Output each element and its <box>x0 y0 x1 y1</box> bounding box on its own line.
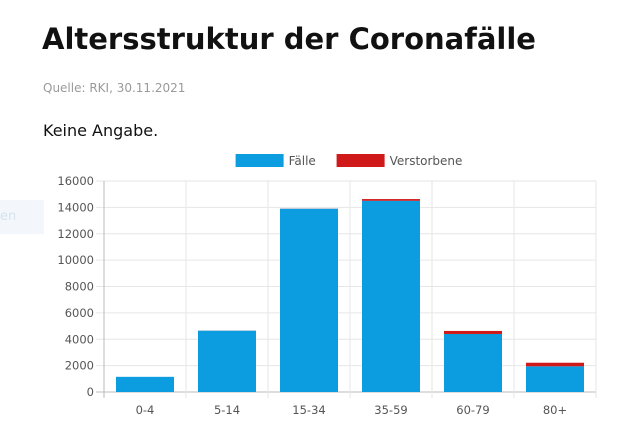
y-tick-label: 0 <box>87 385 94 399</box>
y-tick-label: 8000 <box>65 280 94 294</box>
y-tick-label: 14000 <box>57 200 94 214</box>
x-tick-label: 80+ <box>543 403 567 417</box>
grid-lines <box>96 180 597 398</box>
x-axis: 0-4 5-14 15-34 35-59 60-79 80+ <box>136 403 568 417</box>
side-tab[interactable]: en <box>0 200 44 234</box>
legend: Fälle Verstorbene <box>235 154 463 168</box>
legend-swatch <box>336 154 385 167</box>
legend-label: Verstorbene <box>390 154 463 168</box>
source-caption: Quelle: RKI, 30.11.2021 <box>43 81 186 95</box>
x-tick-label: 35-59 <box>374 403 407 417</box>
x-tick-label: 5-14 <box>214 403 240 417</box>
bar-faelle <box>280 208 338 392</box>
bar-verstorbene <box>526 362 584 367</box>
x-tick-label: 0-4 <box>136 403 155 417</box>
bar-verstorbene <box>444 330 502 334</box>
legend-label: Fälle <box>289 154 316 168</box>
y-tick-label: 12000 <box>57 227 94 241</box>
page-title: Altersstruktur der Coronafälle <box>42 22 536 56</box>
x-tick-label: 15-34 <box>292 403 325 417</box>
x-tick-label: 60-79 <box>456 403 489 417</box>
bar-verstorbene <box>362 199 420 201</box>
bar-faelle <box>526 366 584 392</box>
bar-faelle <box>444 333 502 392</box>
y-tick-label: 10000 <box>57 253 94 267</box>
chart-note: Keine Angabe. <box>43 121 159 140</box>
y-tick-label: 4000 <box>65 332 94 346</box>
y-axis: 0 2000 4000 6000 8000 10000 12000 14000 16000 <box>57 174 94 399</box>
bar-faelle <box>362 200 420 392</box>
legend-swatch <box>235 154 284 167</box>
bars <box>116 199 584 392</box>
y-tick-label: 2000 <box>65 359 94 373</box>
y-tick-label: 6000 <box>65 306 94 320</box>
bar-faelle <box>198 330 256 392</box>
y-tick-label: 16000 <box>57 174 94 188</box>
bar-faelle <box>116 376 174 392</box>
